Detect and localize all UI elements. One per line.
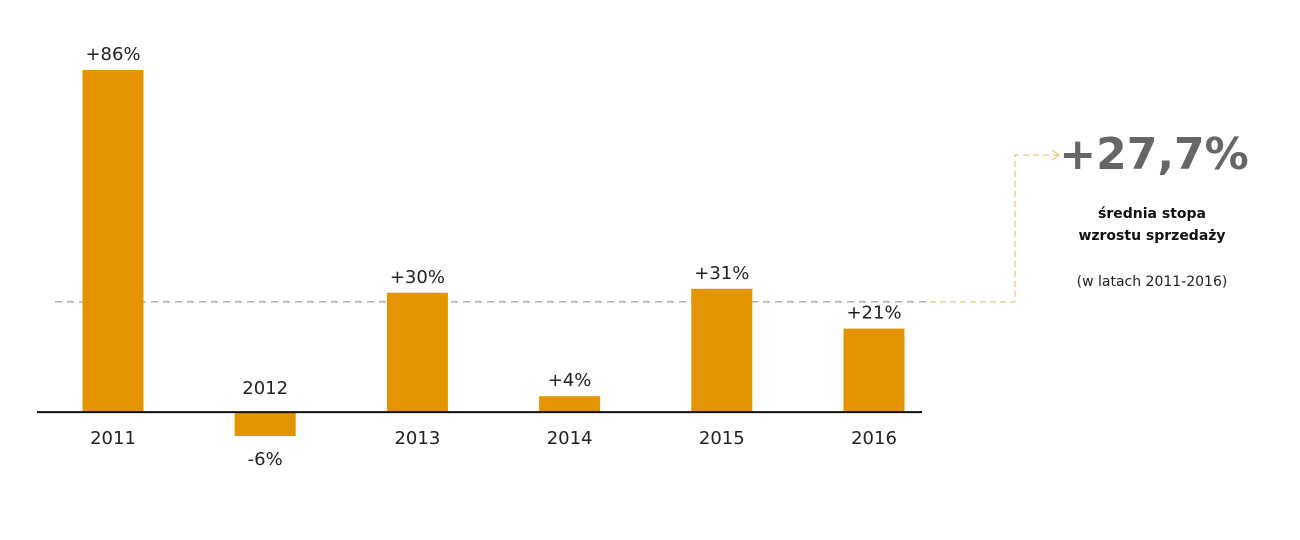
average-text: średnia stopa xyxy=(1098,206,1206,222)
x-tick-label: 2014 xyxy=(547,428,593,449)
bar xyxy=(843,328,905,413)
x-tick-label: 2013 xyxy=(394,428,440,449)
arrow-head xyxy=(1051,149,1060,161)
value-label: +31% xyxy=(694,263,749,284)
bar xyxy=(539,396,601,413)
value-label: +86% xyxy=(85,44,140,65)
average-text: wzrostu sprzedaży xyxy=(1078,228,1225,244)
value-label: +21% xyxy=(846,303,901,324)
x-tick-label: 2015 xyxy=(699,428,745,449)
x-tick-label: 2011 xyxy=(90,428,136,449)
bar xyxy=(82,70,144,413)
x-tick-label: 2012 xyxy=(242,378,288,399)
value-label: +30% xyxy=(390,267,445,288)
bar xyxy=(691,288,753,413)
average-label: +27,7% xyxy=(1059,129,1249,180)
connector xyxy=(930,154,1058,303)
average-note: (w latach 2011-2016) xyxy=(1077,274,1228,290)
value-label: +4% xyxy=(548,370,592,391)
x-tick-label: 2016 xyxy=(851,428,897,449)
bar xyxy=(234,412,296,436)
value-label: -6% xyxy=(248,449,283,470)
bar xyxy=(386,292,448,413)
